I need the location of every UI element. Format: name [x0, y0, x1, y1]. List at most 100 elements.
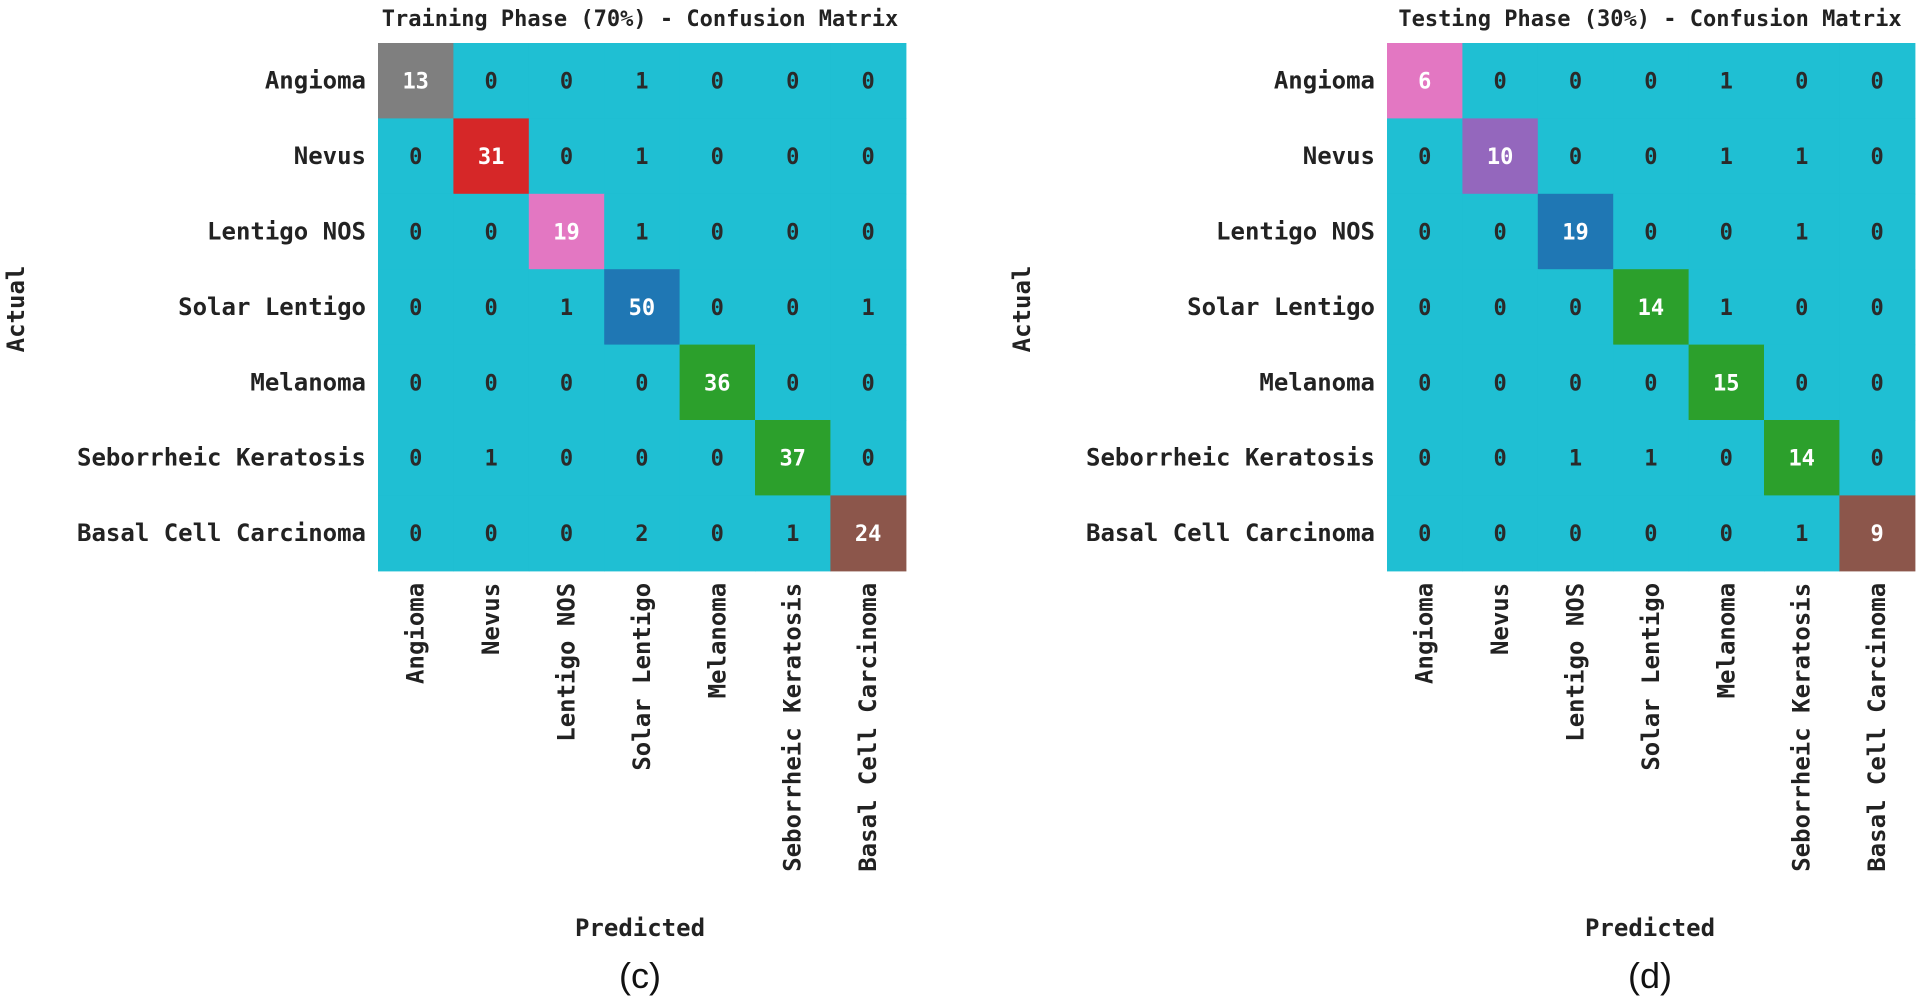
panel-caption: (c) — [619, 955, 661, 996]
heatmap-cell — [1764, 269, 1840, 346]
y-tick-label-solar-lentigo: Solar Lentigo — [178, 293, 366, 321]
x-tick-label-melanoma: Melanoma — [1712, 583, 1740, 699]
heatmap-cell — [1462, 43, 1539, 119]
heatmap-cell — [604, 193, 681, 270]
cell-value-label: 0 — [786, 221, 799, 246]
heatmap-cell — [830, 43, 907, 119]
heatmap-cell — [1613, 118, 1690, 195]
cell-value-label: 0 — [1493, 371, 1506, 396]
heatmap-cell — [1688, 495, 1765, 572]
heatmap-cell — [1613, 344, 1690, 421]
heatmap-cell — [1613, 43, 1690, 119]
cell-value-label: 15 — [1713, 371, 1740, 396]
x-axis-label: Predicted — [1585, 914, 1715, 942]
heatmap-cell — [528, 344, 605, 421]
y-tick-labels: Angioma Nevus Lentigo NOS Solar Lentigo Mela… — [77, 67, 366, 547]
y-tick-label-angioma: Angioma — [1274, 67, 1375, 95]
heatmap-cell — [1613, 193, 1690, 270]
y-tick-labels: Angioma Nevus Lentigo NOS Solar Lentigo Mela… — [1086, 67, 1375, 547]
cell-value-label: 0 — [786, 371, 799, 396]
heatmap-cell — [1462, 420, 1539, 496]
x-tick-label-solar-lentigo: Solar Lentigo — [628, 583, 656, 771]
y-tick-label-melanoma: Melanoma — [250, 368, 366, 396]
x-tick-label-basal-cell-carcinoma: Basal Cell Carcinoma — [1863, 583, 1891, 872]
heatmap-cell — [1764, 344, 1840, 421]
heatmap-cell — [1688, 193, 1765, 270]
cell-value-label: 0 — [711, 145, 724, 170]
cell-value-label: 0 — [861, 371, 874, 396]
chart-title: Training Phase (70%) - Confusion Matrix — [382, 7, 899, 32]
cell-value-label: 0 — [1569, 296, 1582, 321]
x-tick-label-seborrheic-keratosis: Seborrheic Keratosis — [1788, 583, 1816, 872]
cell-value-label: 0 — [1418, 447, 1431, 472]
y-tick-label-lentigo-nos: Lentigo NOS — [1216, 218, 1375, 246]
heatmap-cell — [679, 269, 756, 346]
cell-value-label: 0 — [1493, 447, 1506, 472]
cell-value-label: 1 — [1720, 70, 1733, 95]
heatmap-cell — [453, 420, 530, 496]
heatmap-cell — [755, 193, 831, 270]
y-axis-label: Actual — [1008, 266, 1036, 353]
training-confusion-matrix-panel: Training Phase (70%) - Confusion Matrix … — [2, 7, 907, 996]
heatmap-cell — [528, 193, 605, 270]
heatmap-cell — [1688, 420, 1765, 496]
cell-value-label: 0 — [711, 447, 724, 472]
cell-value-label: 0 — [861, 145, 874, 170]
heatmap-cells: 13 0 0 1 0 0 0 0 31 0 1 0 0 0 0 0 19 1 0 0 0 0 0 1 50 0 0 1 0 0 0 0 36 0 0… — [378, 43, 907, 572]
cell-value-label: 0 — [1418, 145, 1431, 170]
cell-value-label: 0 — [786, 70, 799, 95]
heatmap-cell — [1613, 269, 1690, 346]
heatmap-cell — [679, 420, 756, 496]
heatmap-cell — [1387, 118, 1463, 195]
heatmap-cell — [679, 193, 756, 270]
heatmap-cell — [1537, 344, 1614, 421]
x-tick-labels: Angioma Nevus Lentigo NOS Solar Lentigo Mela… — [402, 583, 882, 872]
heatmap-cell — [1462, 269, 1539, 346]
cell-value-label: 2 — [635, 522, 648, 547]
cell-value-label: 1 — [560, 296, 573, 321]
cell-value-label: 0 — [861, 221, 874, 246]
cell-value-label: 0 — [409, 221, 422, 246]
x-tick-label-nevus: Nevus — [477, 583, 505, 655]
heatmap-cell — [755, 118, 831, 195]
heatmap-cell — [1537, 43, 1614, 119]
y-tick-label-basal-cell-carcinoma: Basal Cell Carcinoma — [77, 519, 366, 547]
heatmap-cell — [1688, 344, 1765, 421]
cell-value-label: 1 — [1720, 296, 1733, 321]
cell-value-label: 0 — [1795, 70, 1808, 95]
heatmap-cell — [755, 420, 831, 496]
heatmap-cell — [528, 495, 605, 572]
cell-value-label: 1 — [1795, 145, 1808, 170]
cell-value-label: 0 — [1644, 221, 1657, 246]
cell-value-label: 0 — [1418, 371, 1431, 396]
heatmap-cell — [830, 420, 907, 496]
heatmap-cell — [1839, 118, 1916, 195]
cell-value-label: 0 — [409, 522, 422, 547]
heatmap-cell — [830, 344, 907, 421]
cell-value-label: 0 — [560, 70, 573, 95]
cell-value-label: 19 — [553, 221, 580, 246]
cell-value-label: 14 — [1788, 447, 1815, 472]
heatmap-cell — [1839, 344, 1916, 421]
heatmap-cell — [1387, 344, 1463, 421]
cell-value-label: 0 — [1418, 221, 1431, 246]
cell-value-label: 0 — [1795, 371, 1808, 396]
cell-value-label: 0 — [711, 70, 724, 95]
cell-value-label: 0 — [409, 447, 422, 472]
cell-value-label: 0 — [1569, 145, 1582, 170]
heatmap-cell — [528, 43, 605, 119]
cell-value-label: 0 — [1493, 221, 1506, 246]
heatmap-cell — [1462, 495, 1539, 572]
heatmap-cell — [1688, 269, 1765, 346]
cell-value-label: 50 — [629, 296, 656, 321]
cell-value-label: 19 — [1562, 221, 1589, 246]
cell-value-label: 0 — [560, 145, 573, 170]
cell-value-label: 0 — [1418, 522, 1431, 547]
chart-title: Testing Phase (30%) - Confusion Matrix — [1398, 7, 1901, 32]
cell-value-label: 31 — [478, 145, 505, 170]
cell-value-label: 14 — [1638, 296, 1665, 321]
heatmap-cell — [1764, 495, 1840, 572]
heatmap-cell — [830, 495, 907, 572]
cell-value-label: 37 — [779, 447, 806, 472]
